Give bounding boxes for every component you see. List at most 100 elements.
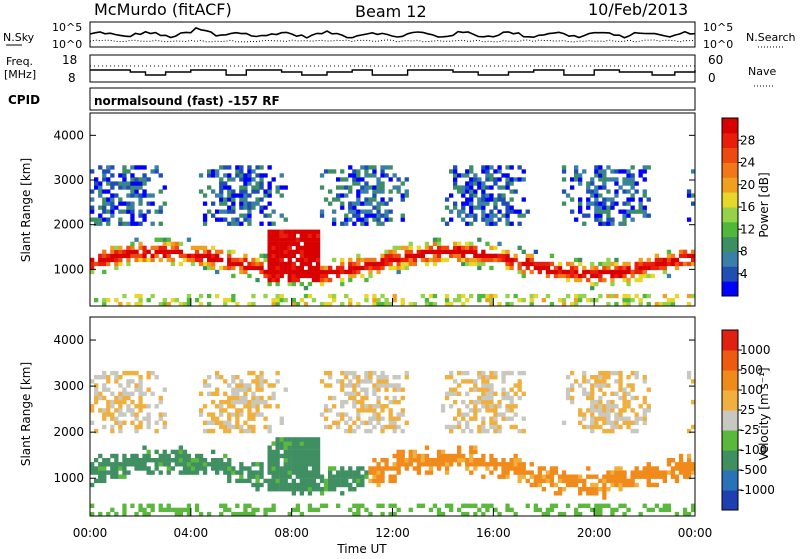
heatmap-cell	[606, 420, 611, 425]
heatmap-cell	[505, 370, 510, 376]
heatmap-cell	[299, 253, 304, 258]
heatmap-cell	[521, 273, 526, 279]
heatmap-cell	[186, 462, 192, 467]
heatmap-cell	[146, 404, 151, 409]
heatmap-cell	[279, 474, 284, 479]
heatmap-cell	[263, 416, 268, 421]
heatmap-cell	[691, 193, 696, 198]
heatmap-cell	[477, 428, 482, 434]
heatmap-cell	[525, 478, 530, 484]
heatmap-cell	[348, 383, 353, 388]
heatmap-cell	[360, 482, 365, 488]
heatmap-cell	[106, 404, 111, 409]
heatmap-cell	[215, 370, 220, 376]
heatmap-cell	[606, 474, 611, 479]
heatmap-cell	[122, 185, 127, 190]
heatmap-cell	[114, 265, 119, 271]
heatmap-cell	[646, 408, 651, 413]
heatmap-cell	[239, 269, 244, 275]
heatmap-cell	[642, 165, 647, 170]
heatmap-cell	[126, 201, 131, 206]
heatmap-cell	[311, 241, 317, 246]
heatmap-cell	[513, 511, 518, 517]
heatmap-cell	[263, 478, 268, 484]
heatmap-cell	[392, 293, 397, 299]
heatmap-cell	[622, 416, 627, 421]
heatmap-cell	[259, 466, 264, 471]
heatmap-cell	[501, 458, 506, 463]
heatmap-cell	[243, 391, 248, 396]
heatmap-cell	[368, 420, 373, 425]
heatmap-cell	[513, 453, 518, 459]
heatmap-cell	[211, 399, 216, 405]
heatmap-cell	[477, 261, 482, 267]
heatmap-cell	[271, 237, 276, 242]
heatmap-cell	[654, 257, 659, 263]
heatmap-cell	[400, 261, 405, 267]
heatmap-cell	[646, 387, 651, 392]
heatmap-cell	[328, 265, 333, 271]
heatmap-cell	[461, 173, 466, 178]
heatmap-cell	[166, 503, 171, 508]
heatmap-cell	[557, 474, 563, 479]
heatmap-cell	[255, 507, 260, 513]
heatmap-cell	[122, 412, 127, 417]
heatmap-cell	[299, 478, 304, 484]
heatmap-cell	[449, 458, 454, 463]
noise-right-label: N.Search	[746, 31, 796, 44]
heatmap-cell	[578, 474, 583, 479]
heatmap-cell	[670, 302, 676, 307]
heatmap-cell	[134, 302, 139, 307]
heatmap-cell	[420, 462, 425, 467]
heatmap-cell	[162, 424, 167, 430]
heatmap-cell	[590, 391, 595, 396]
heatmap-cell	[360, 420, 365, 425]
heatmap-cell	[432, 458, 438, 463]
heatmap-cell	[352, 487, 357, 492]
heatmap-cell	[146, 298, 151, 303]
heatmap-cell	[598, 507, 603, 513]
heatmap-cell	[420, 458, 425, 463]
heatmap-cell	[186, 257, 192, 263]
heatmap-cell	[364, 391, 369, 396]
heatmap-cell	[444, 462, 450, 467]
heatmap-cell	[408, 241, 413, 246]
heatmap-cell	[372, 383, 377, 388]
heatmap-cell	[138, 424, 143, 430]
heatmap-cell	[424, 302, 430, 307]
heatmap-cell	[291, 277, 296, 283]
heatmap-cell	[146, 257, 151, 263]
heatmap-cell	[243, 197, 248, 202]
heatmap-cell	[477, 185, 482, 190]
heatmap-cell	[570, 383, 575, 388]
heatmap-cell	[368, 375, 373, 380]
heatmap-cell	[622, 201, 627, 206]
heatmap-cell	[578, 487, 583, 492]
heatmap-cell	[549, 253, 555, 258]
heatmap-cell	[485, 408, 490, 413]
y-tick-label: 2000	[53, 425, 84, 439]
heatmap-cell	[198, 173, 204, 178]
heatmap-cell	[303, 445, 309, 450]
heatmap-cell	[691, 424, 696, 430]
heatmap-cell	[98, 511, 103, 517]
heatmap-cell	[239, 173, 244, 178]
heatmap-cell	[565, 269, 571, 275]
heatmap-cell	[255, 197, 260, 202]
heatmap-cell	[267, 404, 272, 409]
heatmap-cell	[574, 298, 579, 303]
heatmap-cell	[582, 269, 587, 275]
heatmap-cell	[432, 293, 438, 299]
heatmap-cell	[215, 462, 220, 467]
heatmap-cell	[594, 408, 599, 413]
heatmap-cell	[465, 197, 470, 202]
heatmap-cell	[432, 462, 438, 467]
heatmap-cell	[166, 466, 171, 471]
heatmap-cell	[622, 269, 627, 275]
heatmap-cell	[275, 379, 280, 384]
heatmap-cell	[130, 503, 135, 508]
heatmap-cell	[114, 193, 119, 198]
heatmap-cell	[691, 466, 696, 471]
heatmap-cell	[610, 221, 615, 226]
heatmap-cell	[561, 298, 567, 303]
